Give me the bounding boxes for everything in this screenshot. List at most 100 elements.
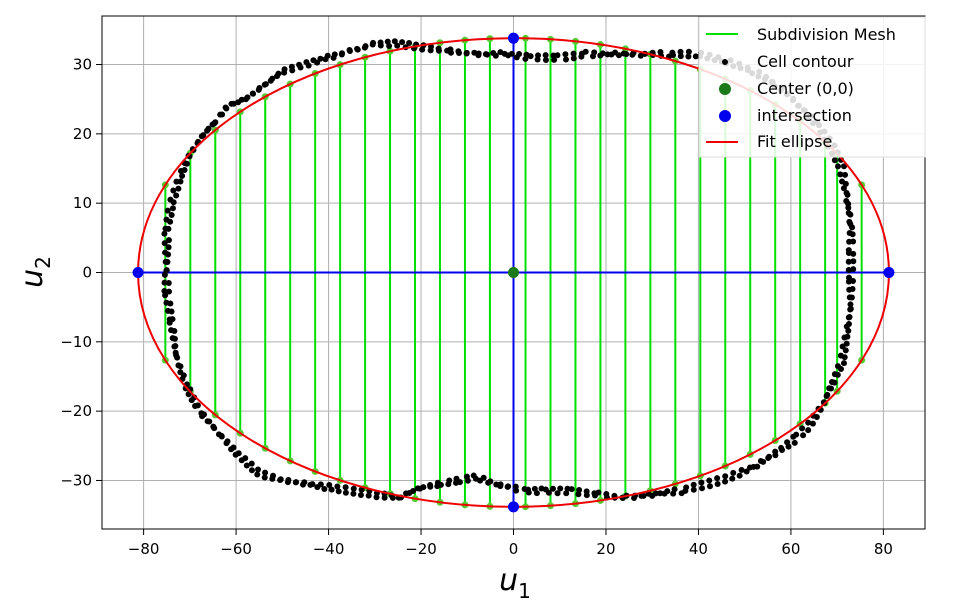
contour-point bbox=[690, 486, 697, 493]
contour-point bbox=[557, 485, 564, 492]
contour-point bbox=[554, 490, 561, 497]
contour-point bbox=[285, 477, 292, 484]
contour-point bbox=[165, 237, 172, 244]
contour-point bbox=[831, 379, 838, 386]
contour-point bbox=[842, 171, 849, 178]
contour-point bbox=[342, 484, 349, 491]
contour-point bbox=[542, 52, 549, 59]
legend-label: Subdivision Mesh bbox=[757, 25, 896, 44]
contour-point bbox=[800, 432, 807, 439]
contour-point bbox=[406, 40, 413, 47]
contour-point bbox=[785, 443, 792, 450]
contour-point bbox=[223, 440, 230, 447]
contour-point bbox=[746, 464, 753, 471]
contour-point bbox=[508, 50, 515, 57]
contour-point bbox=[277, 476, 284, 483]
legend-item-cell-contour: Cell contour bbox=[722, 52, 854, 71]
contour-point bbox=[204, 127, 211, 134]
contour-point bbox=[175, 362, 182, 369]
contour-point bbox=[334, 483, 341, 490]
contour-point bbox=[844, 191, 851, 198]
contour-point bbox=[805, 419, 812, 426]
contour-point bbox=[527, 53, 534, 60]
y-tick-label: −20 bbox=[60, 402, 92, 420]
legend-item-fit-ellipse: Fit ellipse bbox=[706, 132, 832, 151]
contour-point bbox=[484, 51, 491, 58]
contour-point bbox=[171, 335, 178, 342]
contour-point bbox=[248, 460, 255, 467]
contour-point bbox=[446, 477, 453, 484]
contour-point bbox=[834, 371, 841, 378]
x-axis-label: u1 bbox=[499, 563, 531, 603]
contour-point bbox=[163, 216, 170, 223]
legend-label: Cell contour bbox=[757, 52, 854, 71]
contour-point bbox=[172, 343, 179, 350]
intersection-point bbox=[883, 267, 895, 278]
contour-point bbox=[281, 69, 288, 76]
contour-point bbox=[549, 485, 556, 492]
contour-point bbox=[765, 455, 772, 462]
contour-point bbox=[470, 472, 477, 479]
contour-point bbox=[850, 258, 857, 265]
contour-point bbox=[850, 266, 857, 273]
contour-point bbox=[841, 163, 848, 170]
contour-point bbox=[447, 46, 454, 53]
contour-point bbox=[328, 486, 335, 493]
contour-point bbox=[361, 44, 368, 51]
contour-point bbox=[583, 492, 590, 499]
contour-point bbox=[838, 365, 845, 372]
contour-point bbox=[300, 481, 307, 488]
x-tick-label: −40 bbox=[313, 540, 345, 558]
contour-point bbox=[837, 171, 844, 178]
contour-point bbox=[669, 49, 676, 56]
contour-point bbox=[228, 446, 235, 453]
contour-point bbox=[772, 452, 779, 459]
contour-point bbox=[554, 52, 561, 59]
contour-point bbox=[211, 425, 218, 432]
contour-point bbox=[850, 250, 857, 257]
legend-label: Fit ellipse bbox=[757, 132, 832, 151]
contour-point bbox=[350, 485, 357, 492]
contour-point bbox=[164, 207, 171, 214]
contour-point bbox=[179, 172, 186, 179]
legend: Subdivision Mesh Cell contour Center (0,… bbox=[698, 16, 926, 158]
contour-point bbox=[475, 50, 482, 57]
contour-point bbox=[166, 288, 173, 295]
contour-point bbox=[255, 86, 262, 93]
contour-point bbox=[847, 301, 854, 308]
contour-point bbox=[847, 305, 854, 312]
y-tick-label: −30 bbox=[60, 471, 92, 489]
contour-point bbox=[173, 192, 180, 199]
y-tick-label: 10 bbox=[73, 194, 92, 212]
intersection-point bbox=[132, 267, 144, 278]
contour-point bbox=[254, 471, 261, 478]
contour-point bbox=[377, 42, 384, 49]
contour-point bbox=[238, 457, 245, 464]
contour-point bbox=[657, 49, 664, 56]
contour-point bbox=[170, 187, 177, 194]
contour-point bbox=[714, 481, 721, 488]
contour-point bbox=[657, 490, 664, 497]
contour-point bbox=[757, 457, 764, 464]
contour-point bbox=[206, 418, 213, 425]
contour-point bbox=[575, 491, 582, 498]
contour-point bbox=[690, 481, 697, 488]
contour-point bbox=[161, 271, 168, 278]
contour-point bbox=[779, 447, 786, 454]
contour-point bbox=[403, 490, 410, 497]
contour-point bbox=[365, 492, 372, 499]
contour-point bbox=[346, 47, 353, 54]
contour-point bbox=[427, 482, 434, 489]
legend-item-center: Center (0,0) bbox=[719, 79, 854, 98]
contour-point bbox=[243, 462, 250, 469]
contour-point bbox=[171, 328, 178, 335]
legend-label: intersection bbox=[757, 106, 852, 125]
legend-swatch-dot bbox=[719, 110, 731, 122]
contour-point bbox=[165, 244, 172, 251]
contour-point bbox=[599, 50, 606, 57]
legend-box bbox=[698, 16, 926, 158]
contour-point bbox=[850, 238, 857, 245]
contour-point bbox=[736, 472, 743, 479]
contour-point bbox=[531, 485, 538, 492]
contour-point bbox=[394, 42, 401, 49]
